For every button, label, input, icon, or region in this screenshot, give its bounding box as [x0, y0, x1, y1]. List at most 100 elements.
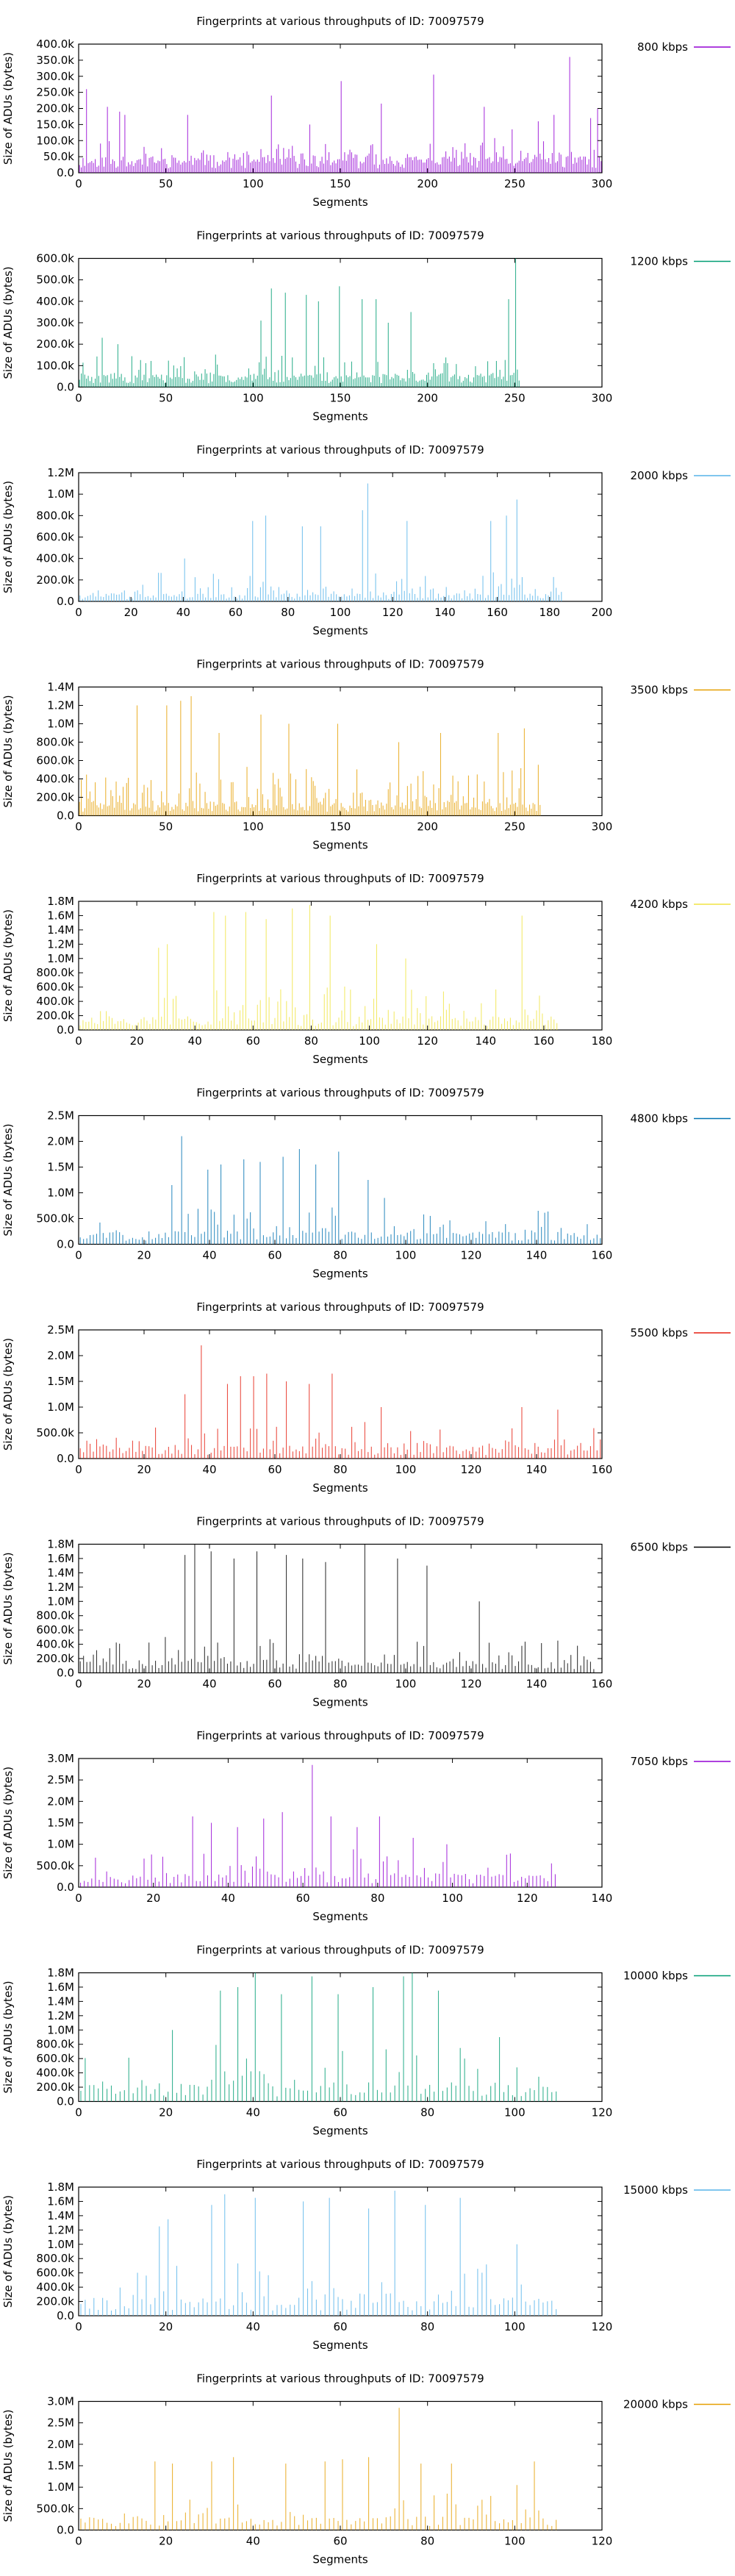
y-tick-label: 1.4M: [47, 2209, 74, 2222]
y-tick-label: 1.8M: [47, 1538, 74, 1551]
x-tick-label: 50: [159, 177, 173, 190]
y-tick-label: 1.4M: [47, 681, 74, 694]
y-tick-label: 350.0k: [36, 54, 74, 67]
x-tick-label: 250: [504, 392, 526, 405]
x-tick-label: 100: [442, 1892, 463, 1905]
chart-panel-3: Fingerprints at various throughputs of I…: [1, 443, 731, 637]
y-tick-label: 1.0M: [47, 1595, 74, 1608]
y-tick-label: 0.0: [57, 1238, 74, 1251]
x-tick-label: 80: [420, 2106, 434, 2119]
y-tick-label: 200.0k: [36, 1009, 74, 1023]
y-axis-label: Size of ADUs (bytes): [1, 1981, 15, 2093]
y-tick-label: 800.0k: [36, 1609, 74, 1622]
y-tick-label: 1.2M: [47, 2009, 74, 2022]
plot-frame: [78, 1972, 603, 2103]
chart-panel-2: Fingerprints at various throughputs of I…: [1, 229, 731, 423]
y-tick-label: 400.0k: [36, 37, 74, 51]
bar-series: [79, 904, 558, 1030]
y-tick-label: 800.0k: [36, 2038, 74, 2051]
x-tick-label: 120: [461, 1678, 482, 1691]
y-tick-label: 0.0: [57, 809, 74, 823]
y-tick-label: 800.0k: [36, 966, 74, 979]
bar-series: [80, 2190, 557, 2316]
bar-series: [80, 2408, 557, 2530]
x-tick-label: 60: [333, 2320, 347, 2333]
y-tick-label: 0.0: [57, 1667, 74, 1680]
legend-label: 800 kbps: [637, 40, 688, 54]
x-tick-label: 80: [333, 1678, 347, 1691]
x-tick-label: 60: [268, 1249, 282, 1262]
chart-panel-7: Fingerprints at various throughputs of I…: [1, 1300, 731, 1495]
legend-label: 5500 kbps: [631, 1326, 689, 1339]
bar-series: [80, 1972, 557, 2102]
plot-frame: [78, 472, 603, 602]
plot-frame: [78, 1329, 603, 1459]
x-tick-label: 100: [395, 1463, 417, 1476]
y-tick-label: 500.0k: [36, 273, 74, 287]
y-tick-label: 0.0: [57, 595, 74, 608]
x-tick-label: 100: [395, 1678, 417, 1691]
x-tick-label: 60: [333, 2535, 347, 2548]
x-tick-label: 150: [330, 392, 351, 405]
legend: 4200 kbps: [631, 898, 731, 911]
chart-panel-12: Fingerprints at various throughputs of I…: [1, 2372, 731, 2566]
y-tick-label: 0.0: [57, 1023, 74, 1037]
y-tick-label: 0.0: [57, 381, 74, 394]
y-tick-label: 1.6M: [47, 2194, 74, 2208]
y-tick-label: 0.0: [57, 2524, 74, 2537]
y-tick-label: 600.0k: [36, 2052, 74, 2065]
x-tick-label: 40: [246, 2320, 260, 2333]
x-tick-label: 50: [159, 820, 173, 834]
x-tick-label: 200: [417, 392, 438, 405]
x-tick-label: 20: [137, 1678, 151, 1691]
x-tick-label: 80: [420, 2320, 434, 2333]
y-tick-label: 50.0k: [43, 150, 74, 163]
x-axis-label: Segments: [312, 624, 368, 637]
legend-label: 3500 kbps: [631, 684, 689, 697]
bar-series: [79, 1136, 601, 1245]
x-tick-label: 80: [333, 1463, 347, 1476]
y-tick-label: 3.0M: [47, 1752, 74, 1765]
y-tick-label: 1.0M: [47, 2480, 74, 2494]
legend: 15000 kbps: [623, 2183, 731, 2197]
x-tick-label: 80: [304, 1034, 318, 1048]
chart-title: Fingerprints at various throughputs of I…: [196, 15, 484, 28]
y-tick-label: 400.0k: [36, 295, 74, 308]
x-tick-label: 140: [475, 1034, 496, 1048]
x-tick-label: 0: [75, 392, 82, 405]
x-tick-label: 140: [592, 1892, 613, 1905]
y-tick-label: 1.5M: [47, 1375, 74, 1388]
y-tick-label: 200.0k: [36, 102, 74, 115]
y-tick-label: 0.0: [57, 1881, 74, 1894]
x-tick-label: 20: [130, 1034, 144, 1048]
legend: 5500 kbps: [631, 1326, 731, 1339]
legend-label: 1200 kbps: [631, 255, 689, 268]
x-tick-label: 160: [487, 606, 508, 619]
x-tick-label: 160: [534, 1034, 555, 1048]
legend: 1200 kbps: [631, 255, 731, 268]
chart-title: Fingerprints at various throughputs of I…: [196, 2372, 484, 2386]
y-tick-label: 1.5M: [47, 1817, 74, 1830]
y-tick-label: 600.0k: [36, 981, 74, 994]
y-tick-label: 400.0k: [36, 1638, 74, 1651]
bar-series: [79, 57, 602, 173]
y-tick-label: 1.4M: [47, 1566, 74, 1579]
y-axis-label: Size of ADUs (bytes): [1, 1552, 15, 1664]
x-tick-label: 100: [330, 606, 351, 619]
plot-frame: [78, 1115, 603, 1245]
x-tick-label: 140: [526, 1463, 548, 1476]
plot-frame: [78, 1543, 603, 1674]
x-tick-label: 100: [504, 2320, 526, 2333]
y-tick-label: 600.0k: [36, 2266, 74, 2280]
y-axis-label: Size of ADUs (bytes): [1, 2195, 15, 2308]
legend: 10000 kbps: [623, 1969, 731, 1983]
y-tick-label: 600.0k: [36, 754, 74, 768]
y-tick-label: 1.6M: [47, 909, 74, 922]
x-tick-label: 100: [395, 1249, 417, 1262]
x-axis-label: Segments: [312, 1910, 368, 1923]
x-tick-label: 80: [281, 606, 295, 619]
y-tick-label: 1.0M: [47, 2238, 74, 2251]
x-tick-label: 20: [159, 2320, 173, 2333]
chart-title: Fingerprints at various throughputs of I…: [196, 1729, 484, 1742]
x-axis-label: Segments: [312, 1053, 368, 1066]
